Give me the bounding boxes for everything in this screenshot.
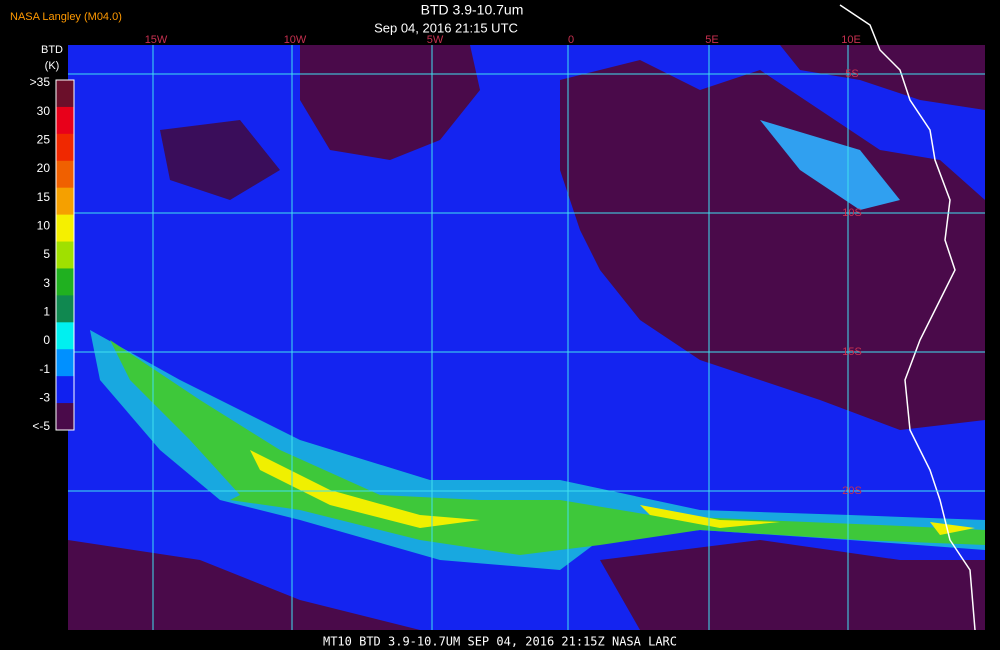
legend-swatch [56,295,74,323]
cloud-region [780,45,985,110]
latitude-label: 20S [842,485,862,497]
legend-label: 25 [37,133,51,147]
legend-swatch [56,403,74,431]
legend-swatch [56,322,74,350]
cloud-region [160,120,280,200]
cloud-region [68,540,420,630]
legend-swatch [56,349,74,377]
legend-swatch [56,160,74,189]
longitude-label: 10E [841,34,861,46]
imagery [68,4,985,631]
source-label: NASA Langley (M04.0) [10,11,122,23]
legend-swatch [56,80,74,108]
longitude-label: 0 [568,34,574,46]
legend-swatch [56,133,74,162]
legend-label: <-5 [32,419,50,433]
legend-title: BTD [41,44,63,56]
longitude-label: 15W [145,34,168,46]
subtitle: Sep 04, 2016 21:15 UTC [374,20,518,35]
legend-swatch [56,187,74,216]
cloud-streak [760,120,900,210]
legend-label: 20 [37,161,51,175]
longitude-label: 5E [705,34,718,46]
footer: MT10 BTD 3.9-10.7UM SEP 04, 2016 21:15Z … [323,635,677,649]
legend-label: -3 [39,391,50,405]
legend-frame [55,79,75,431]
latitude-label: 5S [845,68,858,80]
latitude-label: 10S [842,207,862,219]
cloud-region [560,60,985,430]
legend-label: -1 [39,362,50,376]
legend-label: 15 [37,190,51,204]
legend-label: >35 [30,75,51,89]
graticule: 15W 10W 5W 0 5E 10E 5S 10S 15S 20S [68,34,985,630]
legend-unit: (K) [45,60,60,72]
legend-label: 30 [37,104,51,118]
legend-label: 3 [43,276,50,290]
legend-swatch [56,214,74,243]
latitude-label: 15S [842,346,862,358]
legend-label: 1 [43,305,50,319]
coastline [839,4,976,631]
title: BTD 3.9-10.7um [421,2,524,18]
legend-label: 0 [43,333,50,347]
legend-label: 5 [43,247,50,261]
legend-swatch [56,376,74,404]
longitude-label: 10W [284,34,307,46]
cloud-region [600,540,985,630]
legend-label: 10 [37,219,51,233]
legend-swatch [56,106,74,135]
longitude-label: 5W [427,34,444,46]
legend-swatch [56,268,74,296]
legend-swatch [56,241,74,269]
